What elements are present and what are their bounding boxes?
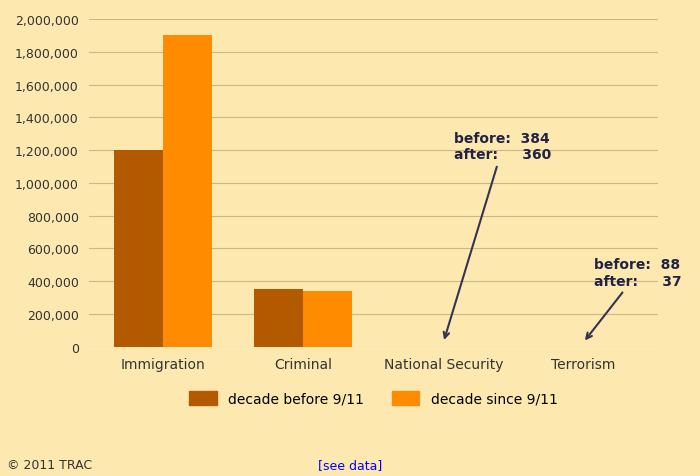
Legend: decade before 9/11, decade since 9/11: decade before 9/11, decade since 9/11 xyxy=(189,391,557,406)
Bar xyxy=(254,289,303,347)
Text: [see data]: [see data] xyxy=(318,458,382,471)
Text: before:  88
after:     37: before: 88 after: 37 xyxy=(587,258,682,339)
Bar xyxy=(115,151,163,347)
Bar xyxy=(163,36,212,347)
Text: before:  384
after:     360: before: 384 after: 360 xyxy=(444,132,552,338)
Bar xyxy=(303,291,352,347)
Text: © 2011 TRAC: © 2011 TRAC xyxy=(7,458,92,471)
